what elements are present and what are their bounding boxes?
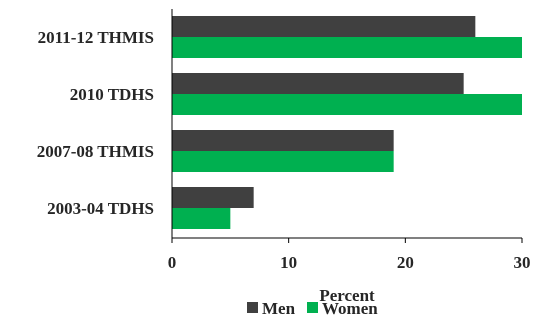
- bar-women-2: [172, 151, 394, 172]
- category-label: 2003-04 TDHS: [47, 199, 154, 218]
- category-label: 2011-12 THMIS: [38, 28, 154, 47]
- x-tick-label: 20: [397, 253, 414, 272]
- bar-women-1: [172, 94, 522, 115]
- bars-group: [172, 16, 522, 229]
- x-tick-label: 10: [280, 253, 297, 272]
- legend: Men Women: [247, 299, 378, 318]
- x-tick-label: 0: [168, 253, 177, 272]
- x-tick-labels: 0 10 20 30: [168, 253, 531, 272]
- legend-swatch-women: [307, 302, 318, 313]
- bar-men-2: [172, 130, 394, 151]
- bar-men-1: [172, 73, 464, 94]
- category-label: 2007-08 THMIS: [37, 142, 154, 161]
- x-ticks: [171, 238, 523, 243]
- legend-label-women: Women: [322, 299, 378, 318]
- bar-men-3: [172, 187, 254, 208]
- category-label: 2010 TDHS: [70, 85, 154, 104]
- bar-women-0: [172, 37, 522, 58]
- legend-swatch-men: [247, 302, 258, 313]
- category-labels: 2011-12 THMIS 2010 TDHS 2007-08 THMIS 2003-…: [37, 28, 154, 218]
- bar-women-3: [172, 208, 231, 229]
- x-tick-label: 30: [514, 253, 531, 272]
- bar-men-0: [172, 16, 476, 37]
- legend-label-men: Men: [262, 299, 296, 318]
- x-axis-title: Percent: [319, 286, 375, 305]
